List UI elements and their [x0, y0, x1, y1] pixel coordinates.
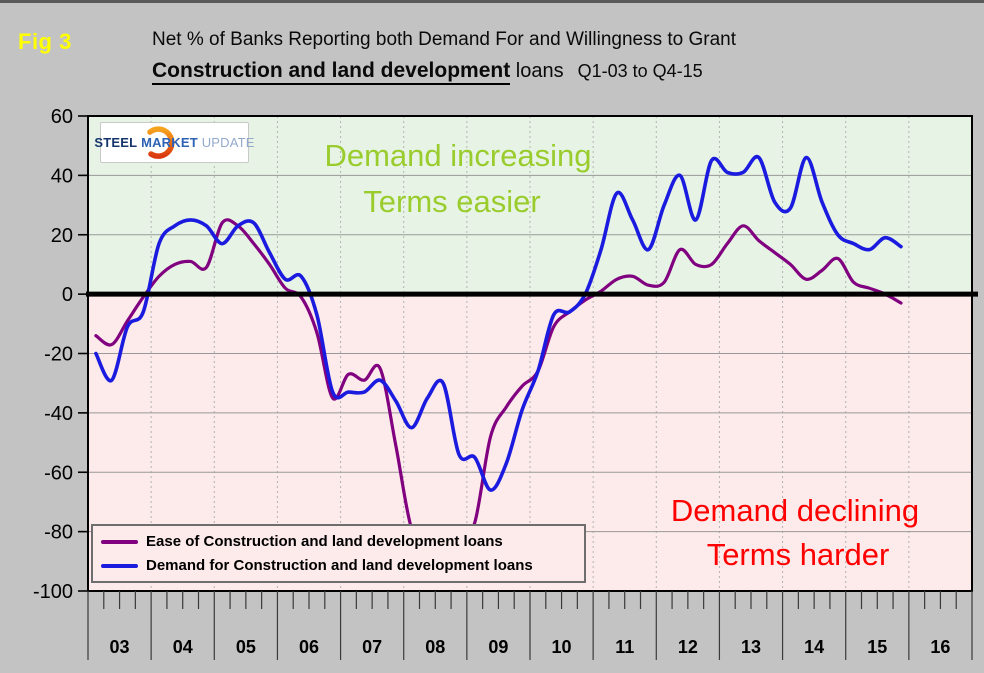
svg-text:08: 08: [425, 637, 445, 657]
svg-text:09: 09: [488, 637, 508, 657]
demand-line-sample: [101, 563, 138, 568]
annotation-terms-harder: Terms harder: [706, 537, 890, 572]
chart-title-line1: Net % of Banks Reporting both Demand For…: [152, 29, 737, 50]
svg-text:-80: -80: [44, 522, 73, 544]
logo-text: STEEL MARKET UPDATE: [94, 135, 254, 150]
annotation-terms-easier: Terms easier: [363, 184, 541, 219]
steel-market-update-logo: STEEL MARKET UPDATE: [94, 122, 254, 163]
legend-row-ease: Ease of Construction and land developmen…: [101, 533, 584, 550]
chart-title-date-range: Q1-03 to Q4-15: [577, 61, 703, 81]
annotation-demand-increasing: Demand increasing: [324, 138, 592, 173]
legend-label-demand: Demand for Construction and land develop…: [146, 557, 533, 574]
svg-text:12: 12: [678, 637, 698, 657]
svg-text:04: 04: [173, 637, 193, 657]
legend: Ease of Construction and land developmen…: [91, 524, 586, 583]
svg-text:0: 0: [62, 284, 73, 306]
svg-text:16: 16: [930, 637, 950, 657]
svg-text:-100: -100: [33, 581, 73, 603]
chart-title-loan-type: Construction and land development: [152, 59, 511, 85]
svg-text:13: 13: [741, 637, 761, 657]
logo-word-market: MARKET: [141, 135, 198, 150]
annotation-demand-declining: Demand declining: [670, 493, 920, 528]
svg-text:03: 03: [110, 637, 130, 657]
chart-title-loans-word: loans: [510, 60, 564, 82]
svg-text:14: 14: [804, 637, 824, 657]
svg-text:-20: -20: [44, 344, 73, 366]
figure-tag: Fig 3: [18, 29, 72, 54]
ease-line-sample: [101, 539, 138, 544]
svg-text:40: 40: [51, 165, 73, 187]
svg-text:60: 60: [51, 106, 73, 128]
logo-word-update: UPDATE: [201, 135, 255, 150]
svg-text:-60: -60: [44, 462, 73, 484]
logo-swoosh-icon: [147, 126, 175, 159]
legend-row-demand: Demand for Construction and land develop…: [101, 557, 584, 574]
svg-text:20: 20: [51, 225, 73, 247]
logo-word-steel: STEEL: [94, 135, 138, 150]
svg-text:06: 06: [299, 637, 319, 657]
svg-text:05: 05: [236, 637, 256, 657]
chart-title-line2: Construction and land development loans Q…: [152, 59, 703, 85]
svg-text:11: 11: [615, 637, 634, 657]
svg-text:10: 10: [552, 637, 572, 657]
svg-text:07: 07: [362, 637, 382, 657]
legend-label-ease: Ease of Construction and land developmen…: [146, 533, 503, 550]
svg-text:15: 15: [867, 637, 887, 657]
svg-text:-40: -40: [44, 403, 73, 425]
